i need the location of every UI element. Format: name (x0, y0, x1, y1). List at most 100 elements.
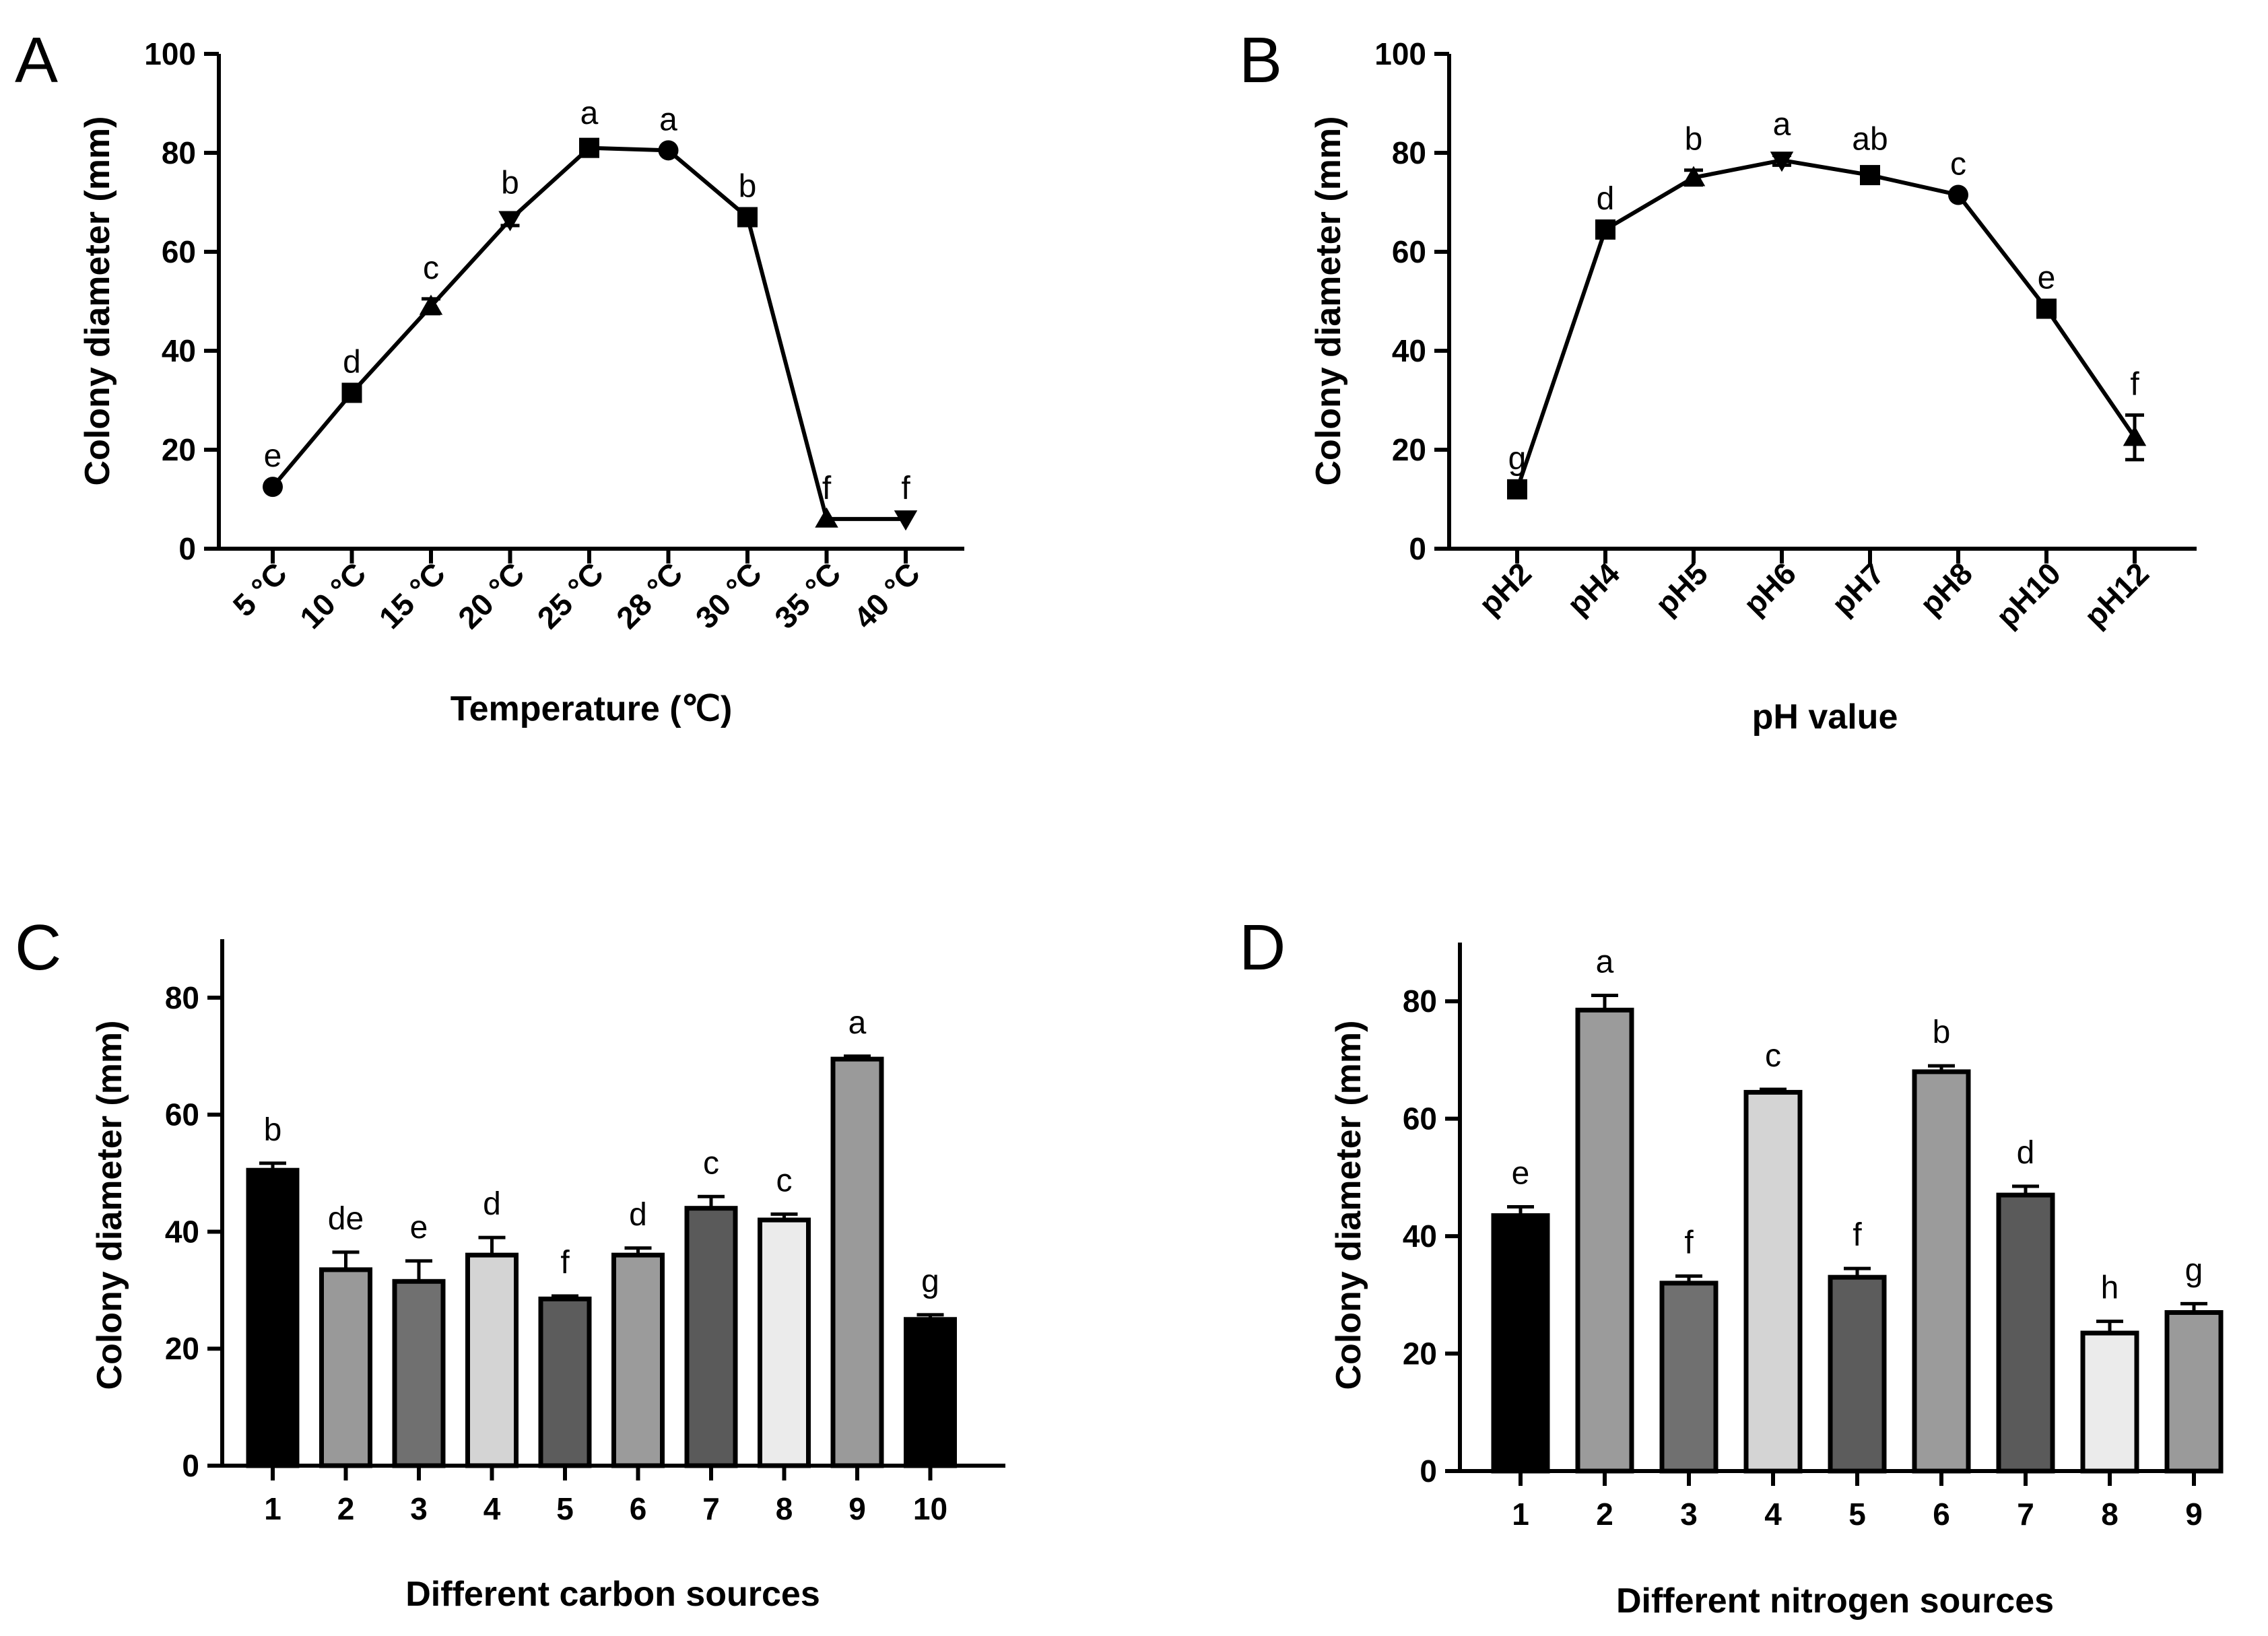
y-tick-label: 60 (162, 234, 196, 269)
y-tick-label: 80 (1392, 135, 1426, 170)
significance-label: f (822, 471, 832, 506)
x-tick-label: 2 (337, 1491, 355, 1526)
significance-label: f (1684, 1225, 1694, 1260)
x-axis-title: pH value (1752, 697, 1898, 737)
data-point (894, 510, 918, 531)
significance-label: a (1596, 945, 1614, 980)
x-tick-label: 1 (264, 1491, 281, 1526)
significance-label: ab (1852, 122, 1888, 158)
bar (319, 1267, 372, 1468)
data-point (2123, 425, 2147, 446)
significance-label: a (580, 96, 599, 131)
x-tick-label: 7 (702, 1491, 720, 1526)
x-tick-label: 4 (1764, 1497, 1782, 1532)
y-axis-title: Colony diameter (mm) (1329, 1021, 1368, 1390)
bar (392, 1279, 446, 1468)
data-point (579, 137, 599, 158)
panel-letter-c: C (15, 912, 61, 984)
data-point (341, 382, 362, 403)
data-point (1770, 151, 1794, 172)
significance-label: d (483, 1186, 501, 1222)
significance-label: f (2130, 367, 2139, 403)
y-tick-label: 0 (178, 531, 196, 566)
x-tick-label: 20 °C (451, 555, 531, 635)
x-tick-label: 1 (1512, 1497, 1529, 1532)
significance-label: f (901, 471, 910, 506)
significance-label: f (1853, 1217, 1862, 1253)
bar (2164, 1310, 2224, 1474)
y-tick-label: 0 (182, 1448, 199, 1483)
panel-letter-d: D (1239, 912, 1286, 984)
significance-label: f (560, 1245, 570, 1281)
x-axis-title: Temperature (℃) (451, 689, 733, 728)
significance-label: d (2017, 1135, 2035, 1171)
x-tick-label: 5 (1848, 1497, 1866, 1532)
significance-label: b (1933, 1015, 1951, 1050)
x-tick-label: 2 (1596, 1497, 1613, 1532)
significance-label: d (1597, 181, 1615, 217)
x-tick-label: 30 °C (689, 555, 768, 635)
significance-label: d (629, 1197, 647, 1233)
y-tick-label: 80 (165, 980, 199, 1015)
bar (465, 1252, 519, 1468)
x-tick-label: pH10 (1989, 555, 2067, 634)
y-tick-label: 20 (1403, 1336, 1437, 1371)
y-tick-label: 20 (165, 1331, 199, 1366)
significance-label: g (921, 1264, 939, 1299)
y-tick-label: 60 (1392, 234, 1426, 269)
bar (1828, 1274, 1887, 1474)
x-axis-title: Different nitrogen sources (1616, 1581, 2054, 1621)
y-tick-label: 20 (1392, 432, 1426, 467)
bar (538, 1296, 592, 1468)
bar (1996, 1192, 2055, 1474)
significance-label: g (2185, 1252, 2203, 1288)
significance-label: de (328, 1201, 364, 1237)
x-tick-label: 5 °C (226, 555, 294, 623)
significance-label: g (1508, 441, 1527, 477)
chart-panel-c: 0 20 40 60 80 1 2 3 4 5 6 7 8 9 10 Colony diameter (mm)… (90, 939, 1005, 1614)
x-tick-label: 8 (776, 1491, 793, 1526)
bar (904, 1317, 957, 1468)
y-tick-label: 80 (1403, 984, 1437, 1019)
significance-label: b (1685, 122, 1703, 158)
significance-label: e (1512, 1156, 1530, 1192)
chart-panel-d: 0 20 40 60 80 1 2 3 4 5 6 7 8 9 Colony diameter (mm) Di… (1329, 943, 2224, 1621)
x-tick-label: 4 (483, 1491, 501, 1526)
significance-label: a (1773, 107, 1791, 143)
series-line (1515, 158, 2137, 490)
x-tick-label: 25 °C (531, 555, 610, 635)
y-tick-label: 40 (165, 1214, 199, 1249)
significance-label: e (410, 1210, 428, 1246)
y-axis-title: Colony diameter (mm) (1309, 116, 1348, 486)
x-tick-label: pH12 (2077, 555, 2156, 634)
y-tick-label: 60 (165, 1097, 199, 1132)
y-tick-label: 100 (1374, 36, 1426, 71)
x-tick-label: 10 °C (293, 555, 372, 635)
significance-label: c (423, 250, 439, 286)
x-tick-label: pH7 (1825, 555, 1891, 621)
y-tick-label: 0 (1420, 1454, 1437, 1489)
significance-label: c (703, 1145, 719, 1181)
x-tick-label: 9 (848, 1491, 866, 1526)
bar (830, 1056, 884, 1468)
bar (1743, 1089, 1803, 1474)
significance-label: b (264, 1112, 282, 1148)
significance-label: e (2038, 261, 2056, 296)
data-point (498, 211, 522, 232)
significance-label: c (1950, 146, 1966, 182)
x-tick-label: 10 (913, 1491, 947, 1526)
x-tick-label: 8 (2101, 1497, 2119, 1532)
x-tick-label: 40 °C (847, 555, 927, 635)
significance-label: a (848, 1005, 867, 1041)
bar (684, 1206, 738, 1468)
data-point (263, 477, 283, 498)
bar (1659, 1281, 1719, 1474)
data-point (1681, 166, 1706, 186)
data-point (1948, 184, 1968, 205)
data-point (1595, 219, 1615, 240)
bar (758, 1217, 811, 1468)
x-tick-label: 35 °C (768, 555, 847, 635)
y-tick-label: 40 (1403, 1219, 1437, 1254)
data-point (1860, 165, 1880, 186)
bar (2080, 1330, 2139, 1474)
